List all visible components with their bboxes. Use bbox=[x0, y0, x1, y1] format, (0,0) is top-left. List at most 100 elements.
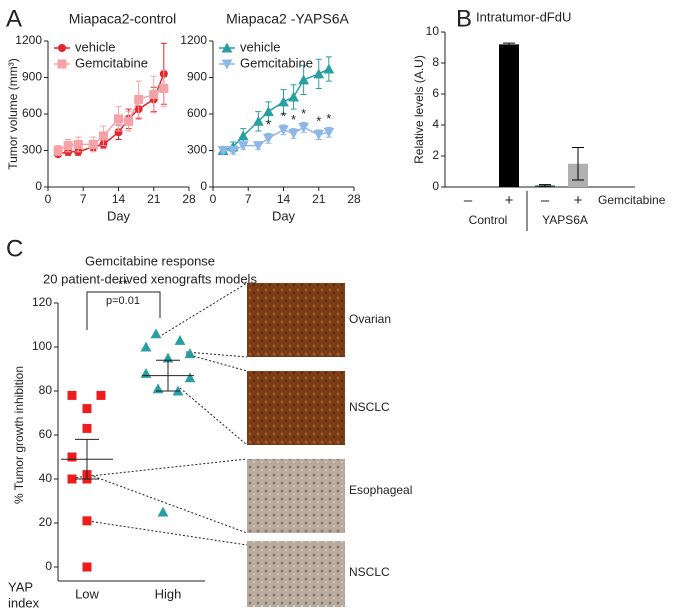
marker bbox=[237, 130, 249, 141]
marker bbox=[82, 516, 92, 526]
marker bbox=[149, 90, 159, 100]
series-line bbox=[57, 73, 165, 155]
y-tick-label: 20 bbox=[39, 515, 53, 529]
x-tick-label: 14 bbox=[112, 192, 126, 206]
marker bbox=[63, 141, 73, 151]
marker bbox=[227, 146, 239, 156]
y-tick-label: 300 bbox=[187, 143, 207, 157]
y-tick-label: 2 bbox=[432, 148, 439, 162]
connector-lines bbox=[71, 282, 248, 546]
marker bbox=[313, 130, 325, 141]
y-tick-label: 100 bbox=[32, 339, 52, 353]
chart-title: Gemcitabine response bbox=[85, 253, 215, 268]
y-tick-label: 0 bbox=[200, 179, 207, 193]
y-axis-label: Tumor volume (mm³) bbox=[6, 58, 20, 170]
marker bbox=[57, 59, 67, 69]
marker bbox=[278, 96, 289, 107]
x-axis-label: Day bbox=[107, 208, 131, 223]
histology-image bbox=[247, 541, 345, 607]
marker bbox=[252, 115, 264, 126]
marker bbox=[221, 59, 233, 70]
marker bbox=[323, 63, 335, 74]
x-tick-label: 0 bbox=[45, 192, 52, 206]
marker bbox=[73, 139, 83, 149]
x-axis-label: Day bbox=[272, 208, 296, 223]
y-tick-label: 600 bbox=[187, 106, 207, 120]
marker bbox=[140, 341, 152, 352]
y-tick-label: 300 bbox=[22, 143, 42, 157]
histology-image bbox=[247, 283, 345, 357]
chart-title: Miapaca2 -YAPS6A bbox=[226, 11, 349, 27]
marker bbox=[313, 68, 325, 79]
marker bbox=[252, 141, 264, 152]
marker bbox=[67, 452, 77, 462]
x-tick-label: 28 bbox=[182, 192, 196, 206]
y-tick-label: 600 bbox=[22, 106, 42, 120]
x-tick-label: – bbox=[464, 192, 473, 209]
marker bbox=[96, 390, 106, 400]
x-tick-label: 28 bbox=[347, 192, 361, 206]
marker bbox=[67, 474, 77, 484]
y-tick-label: 900 bbox=[22, 70, 42, 84]
error-bar bbox=[503, 42, 515, 47]
marker bbox=[278, 125, 289, 136]
image-label: NSCLC bbox=[349, 565, 390, 579]
image-label: Ovarian bbox=[349, 312, 391, 326]
x-tick-label: – bbox=[541, 192, 550, 209]
marker bbox=[124, 116, 134, 126]
series-line bbox=[222, 68, 330, 152]
y-axis-label: % Tumor growth inhibition bbox=[12, 366, 26, 504]
y-axis-label: Relative levels (A.U) bbox=[412, 55, 426, 164]
error-bar bbox=[75, 438, 99, 480]
marker bbox=[262, 133, 274, 144]
annotation: * bbox=[281, 108, 286, 123]
x-axis-label: YAP bbox=[8, 579, 33, 594]
annotation: * bbox=[301, 106, 306, 121]
x-tick-label: 21 bbox=[147, 192, 161, 206]
error-bar bbox=[539, 184, 551, 187]
category-label: Gemcitabine bbox=[598, 193, 666, 207]
marker bbox=[82, 423, 92, 433]
marker bbox=[88, 139, 98, 149]
y-tick-label: 1200 bbox=[180, 33, 207, 47]
marker bbox=[140, 368, 152, 378]
marker bbox=[237, 141, 249, 152]
group-label: Control bbox=[469, 213, 508, 227]
marker bbox=[114, 114, 123, 124]
y-tick-label: 40 bbox=[39, 471, 53, 485]
y-tick-label: 60 bbox=[39, 427, 53, 441]
annotation: * bbox=[266, 117, 271, 132]
marker bbox=[82, 562, 92, 572]
annotation: * bbox=[326, 111, 331, 126]
marker bbox=[184, 372, 196, 383]
marker bbox=[67, 390, 77, 400]
y-tick-label: 1200 bbox=[15, 33, 42, 47]
y-tick-label: 900 bbox=[187, 70, 207, 84]
marker bbox=[298, 122, 310, 133]
x-tick-label: High bbox=[155, 586, 182, 601]
series-line bbox=[223, 126, 329, 152]
x-tick-label: 14 bbox=[277, 192, 291, 206]
significance-bracket bbox=[86, 291, 161, 330]
legend-label: Gemcitabine bbox=[240, 55, 313, 70]
marker bbox=[174, 335, 186, 345]
marker bbox=[323, 127, 335, 138]
y-tick-label: 4 bbox=[432, 117, 439, 131]
x-tick-label: Low bbox=[75, 586, 99, 601]
chart-title: Miapaca2-control bbox=[69, 11, 176, 27]
x-tick-label: 7 bbox=[80, 192, 87, 206]
histology-image bbox=[247, 371, 345, 445]
x-tick-label: + bbox=[505, 192, 514, 209]
y-tick-label: 0 bbox=[432, 179, 439, 193]
y-tick-label: 6 bbox=[432, 86, 439, 100]
marker bbox=[82, 404, 92, 414]
y-tick-label: 80 bbox=[39, 383, 53, 397]
chart-subtitle: 20 patient-derived xenografts models bbox=[43, 271, 257, 286]
legend-label: Gemcitabine bbox=[75, 55, 148, 70]
significance-stars: ** bbox=[118, 276, 128, 291]
marker bbox=[288, 91, 299, 102]
marker bbox=[157, 506, 169, 517]
image-label: Esophageal bbox=[349, 483, 412, 497]
marker bbox=[298, 74, 310, 85]
marker bbox=[150, 328, 162, 339]
